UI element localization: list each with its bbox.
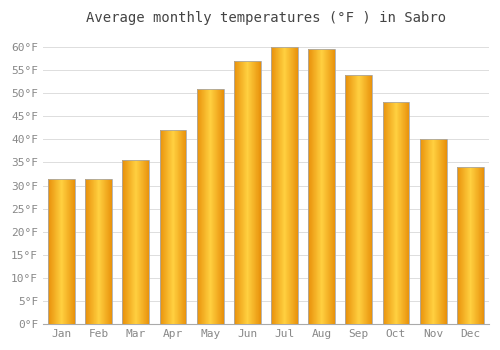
Bar xyxy=(308,49,335,324)
Bar xyxy=(48,178,75,324)
Bar xyxy=(382,103,409,324)
Bar xyxy=(86,178,112,324)
Bar xyxy=(420,139,446,324)
Bar xyxy=(122,160,149,324)
Bar xyxy=(271,47,298,324)
Bar xyxy=(457,167,483,324)
Bar xyxy=(197,89,224,324)
Bar xyxy=(346,75,372,324)
Bar xyxy=(234,61,260,324)
Title: Average monthly temperatures (°F ) in Sabro: Average monthly temperatures (°F ) in Sa… xyxy=(86,11,446,25)
Bar xyxy=(160,130,186,324)
